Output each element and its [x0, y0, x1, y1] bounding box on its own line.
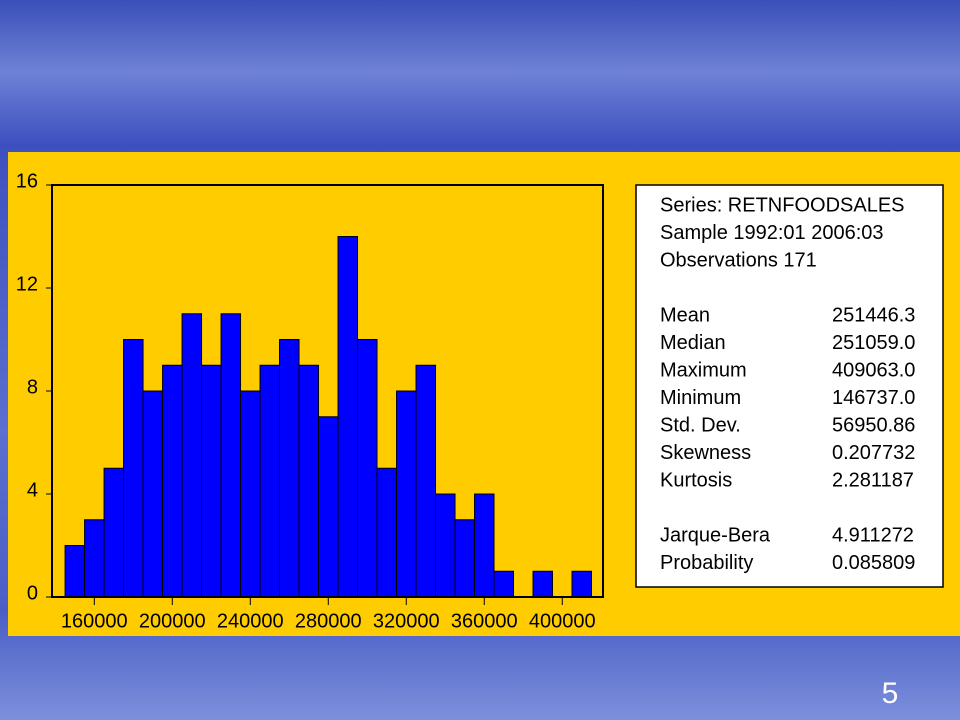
bar [435, 493, 456, 598]
stats-value: 0.207732 [832, 442, 915, 464]
stats-label: Minimum [660, 387, 741, 409]
stats-label: Mean [660, 304, 710, 326]
stats-value: 2.281187 [832, 469, 914, 491]
plot-frame [51, 184, 604, 598]
y-tick-label: 12 [16, 273, 38, 295]
stats-value: 409063.0 [832, 359, 915, 381]
x-tick-label: 280000 [295, 610, 362, 632]
bar [454, 519, 476, 598]
bar [201, 364, 222, 598]
bar [298, 364, 320, 598]
bar [123, 339, 144, 598]
y-tick-label: 16 [16, 170, 38, 192]
stats-label: Kurtosis [660, 469, 732, 491]
y-tick-label: 0 [27, 582, 38, 604]
stats-value: 56950.86 [832, 414, 915, 436]
bar [162, 364, 183, 598]
stats-value: 0.085809 [832, 552, 915, 574]
bar [84, 519, 105, 598]
stats-label: Maximum [660, 359, 747, 381]
bar [142, 390, 164, 598]
bar [396, 390, 417, 598]
bar [259, 364, 281, 598]
stats-box [635, 184, 944, 588]
stats-label: Median [660, 332, 726, 354]
bar [493, 570, 515, 598]
stats-value: 251446.3 [832, 304, 915, 326]
stats-value: 146737.0 [832, 387, 915, 409]
stats-value: 251059.0 [832, 332, 915, 354]
bar [103, 467, 125, 598]
y-tick-label: 4 [27, 479, 38, 501]
stats-label: Std. Dev. [660, 414, 741, 436]
bar [571, 570, 592, 598]
bar [376, 467, 398, 598]
stats-value: 4.911272 [832, 524, 914, 546]
bar [337, 236, 359, 598]
bar [279, 339, 300, 598]
bar [318, 416, 339, 598]
bar [240, 390, 261, 598]
bar [415, 364, 437, 598]
x-tick-label: 360000 [451, 610, 518, 632]
x-tick-label: 160000 [61, 610, 128, 632]
stats-label: Jarque-Bera [660, 524, 771, 546]
x-tick-label: 400000 [529, 610, 596, 632]
x-tick-label: 320000 [373, 610, 440, 632]
y-tick-label: 8 [27, 376, 38, 398]
bar [64, 545, 86, 598]
stats-header: Series: RETNFOODSALES [660, 194, 905, 216]
slide-number: 5 [882, 677, 899, 710]
bar [474, 493, 495, 598]
stats-label: Skewness [660, 442, 751, 464]
stats-header: Observations 171 [660, 249, 817, 271]
bar [220, 313, 242, 598]
x-tick-label: 240000 [217, 610, 284, 632]
bar [532, 570, 554, 598]
x-tick-label: 200000 [139, 610, 206, 632]
stats-label: Probability [660, 552, 753, 574]
bar [357, 339, 378, 598]
stats-header: Sample 1992:01 2006:03 [660, 222, 884, 244]
bar [181, 313, 203, 598]
